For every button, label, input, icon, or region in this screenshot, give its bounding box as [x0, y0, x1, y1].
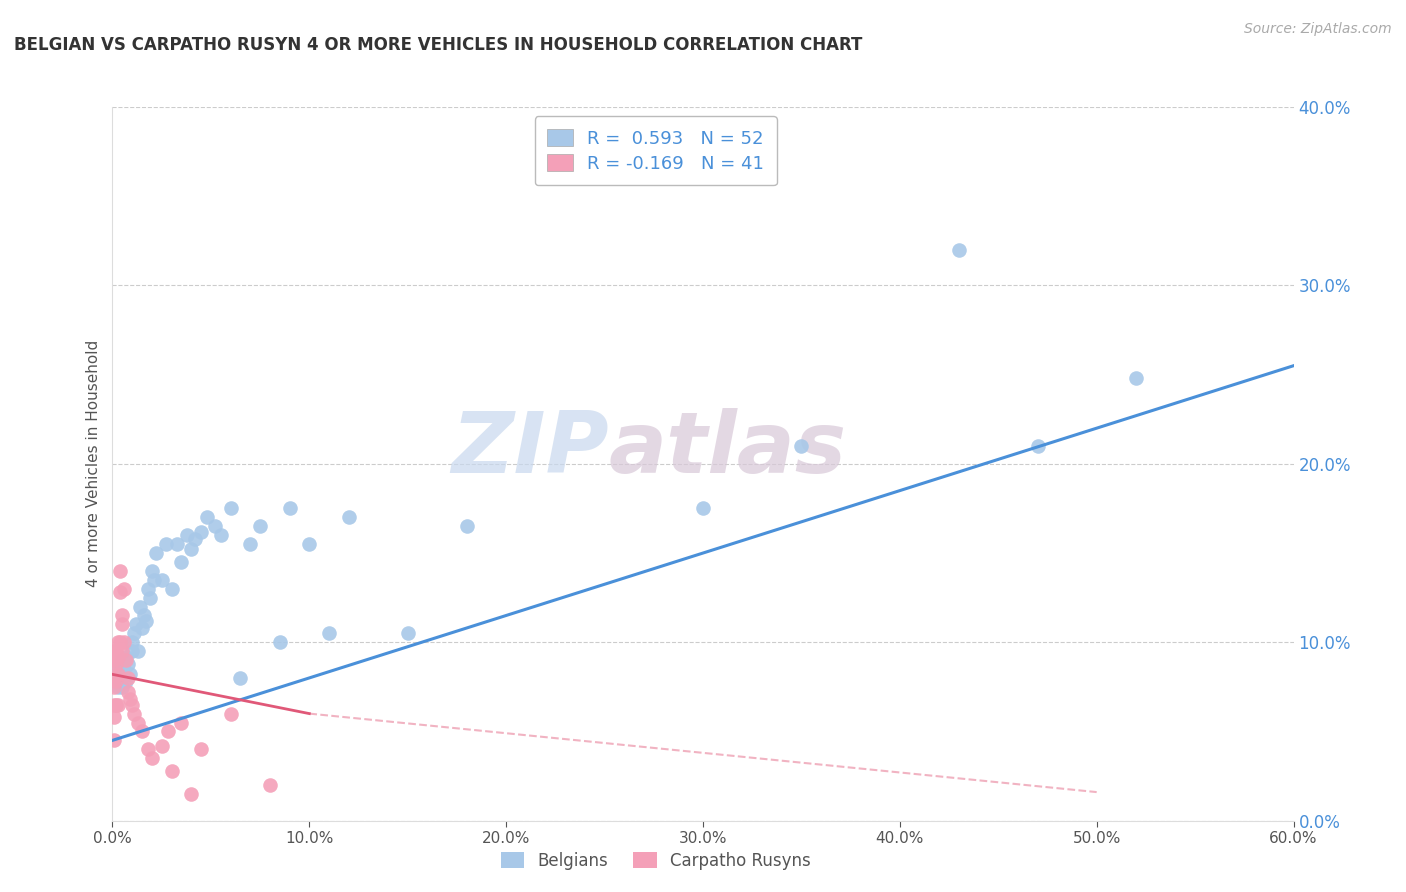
Point — [127, 644, 149, 658]
Point — [141, 751, 163, 765]
Point — [396, 626, 419, 640]
Point — [135, 614, 157, 628]
Point — [180, 542, 202, 557]
Point — [121, 698, 143, 712]
Point — [107, 649, 129, 664]
Point — [692, 501, 714, 516]
Point — [259, 778, 281, 792]
Point — [150, 573, 173, 587]
Point — [160, 582, 183, 596]
Legend: Belgians, Carpatho Rusyns: Belgians, Carpatho Rusyns — [494, 846, 817, 877]
Point — [117, 657, 139, 671]
Point — [103, 653, 125, 667]
Point — [219, 501, 242, 516]
Point — [204, 519, 226, 533]
Point — [170, 555, 193, 569]
Point — [160, 764, 183, 778]
Point — [112, 635, 135, 649]
Point — [120, 667, 142, 681]
Point — [110, 585, 132, 599]
Point — [239, 537, 262, 551]
Point — [111, 617, 134, 632]
Point — [105, 644, 128, 658]
Point — [103, 698, 125, 712]
Point — [141, 564, 163, 578]
Point — [1125, 371, 1147, 385]
Point — [142, 573, 165, 587]
Point — [103, 671, 125, 685]
Point — [105, 662, 128, 676]
Point — [155, 537, 177, 551]
Point — [948, 243, 970, 257]
Text: Source: ZipAtlas.com: Source: ZipAtlas.com — [1244, 22, 1392, 37]
Point — [121, 644, 143, 658]
Point — [115, 653, 138, 667]
Point — [139, 591, 162, 605]
Point — [111, 680, 134, 694]
Point — [136, 582, 159, 596]
Point — [103, 710, 125, 724]
Point — [249, 519, 271, 533]
Point — [184, 532, 207, 546]
Point — [107, 680, 129, 694]
Point — [229, 671, 252, 685]
Point — [278, 501, 301, 516]
Point — [132, 608, 155, 623]
Point — [105, 698, 128, 712]
Point — [103, 644, 125, 658]
Text: ZIP: ZIP — [451, 408, 609, 491]
Point — [107, 635, 129, 649]
Point — [115, 649, 138, 664]
Point — [456, 519, 478, 533]
Point — [122, 706, 145, 721]
Point — [103, 680, 125, 694]
Point — [111, 653, 134, 667]
Point — [117, 685, 139, 699]
Point — [107, 698, 129, 712]
Y-axis label: 4 or more Vehicles in Household: 4 or more Vehicles in Household — [86, 340, 101, 588]
Point — [145, 546, 167, 560]
Point — [111, 608, 134, 623]
Point — [156, 724, 179, 739]
Point — [112, 582, 135, 596]
Point — [269, 635, 291, 649]
Point — [115, 674, 138, 689]
Point — [790, 439, 813, 453]
Point — [127, 715, 149, 730]
Text: atlas: atlas — [609, 408, 846, 491]
Point — [125, 617, 148, 632]
Point — [121, 635, 143, 649]
Point — [318, 626, 340, 640]
Point — [195, 510, 218, 524]
Point — [110, 564, 132, 578]
Point — [103, 733, 125, 747]
Point — [111, 644, 134, 658]
Text: BELGIAN VS CARPATHO RUSYN 4 OR MORE VEHICLES IN HOUSEHOLD CORRELATION CHART: BELGIAN VS CARPATHO RUSYN 4 OR MORE VEHI… — [14, 36, 862, 54]
Point — [117, 671, 139, 685]
Point — [337, 510, 360, 524]
Point — [131, 724, 153, 739]
Point — [129, 599, 152, 614]
Point — [136, 742, 159, 756]
Point — [122, 626, 145, 640]
Point — [170, 715, 193, 730]
Point — [150, 739, 173, 753]
Point — [110, 635, 132, 649]
Point — [176, 528, 198, 542]
Point — [107, 667, 129, 681]
Point — [110, 671, 132, 685]
Point — [112, 662, 135, 676]
Point — [166, 537, 188, 551]
Point — [105, 657, 128, 671]
Point — [105, 674, 128, 689]
Point — [190, 524, 212, 539]
Point — [190, 742, 212, 756]
Point — [180, 787, 202, 801]
Point — [219, 706, 242, 721]
Point — [209, 528, 232, 542]
Point — [131, 621, 153, 635]
Point — [298, 537, 321, 551]
Point — [1026, 439, 1049, 453]
Point — [120, 692, 142, 706]
